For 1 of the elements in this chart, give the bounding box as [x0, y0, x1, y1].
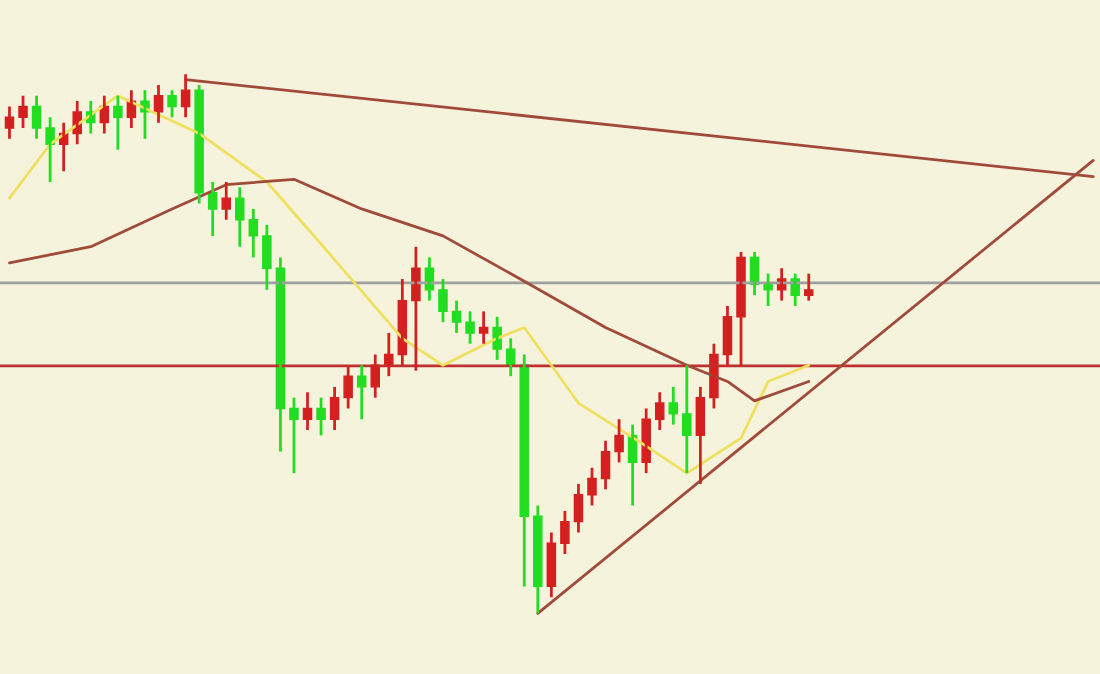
candlestick [465, 310, 475, 346]
